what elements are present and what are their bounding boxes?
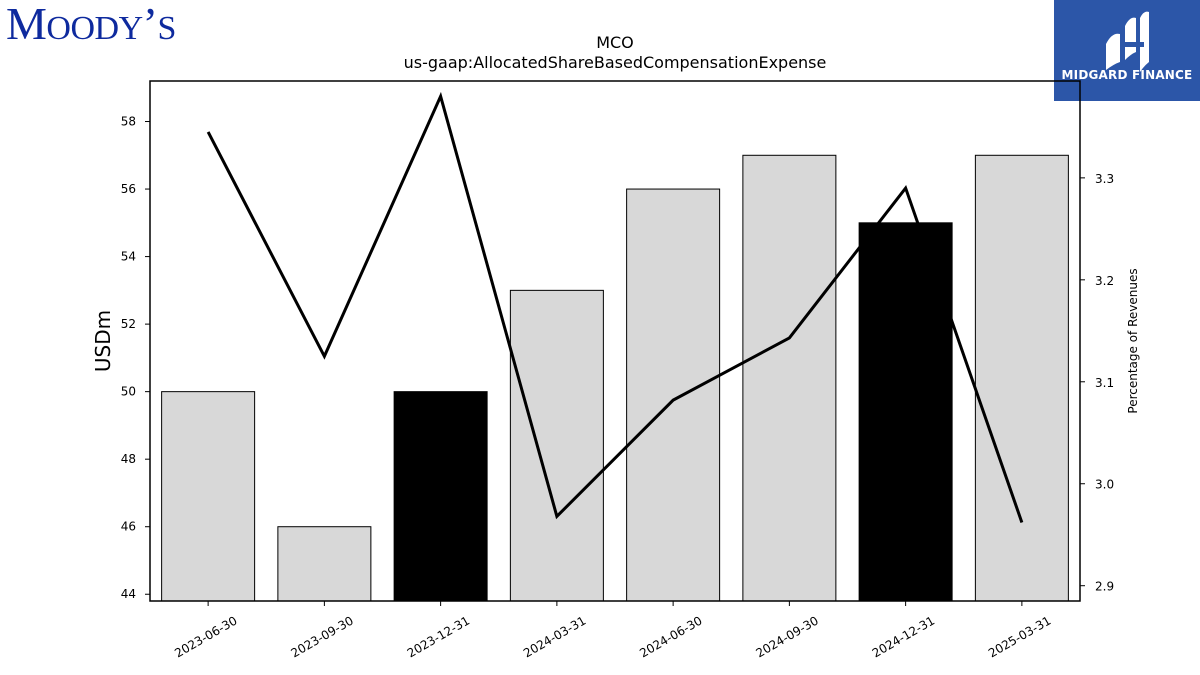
- y-tick-label: 58: [121, 115, 136, 129]
- x-axis: 2023-06-30 2023-09-30 2023-12-31 2024-03-31…: [172, 601, 1053, 660]
- x-tick-label: 2025-03-31: [986, 613, 1053, 660]
- x-tick-label: 2024-12-31: [870, 613, 937, 660]
- y-tick-label: 56: [121, 182, 136, 196]
- midgard-finance-logo: MIDGARD FINANCE: [1054, 0, 1200, 101]
- right-axis: 2.9 3.0 3.1 3.2 3.3: [1080, 172, 1114, 594]
- bar-2023-06-30: [161, 391, 256, 602]
- y-tick-label: 50: [121, 385, 136, 399]
- y-tick-label: 46: [121, 520, 136, 534]
- bars-group: [161, 154, 1069, 602]
- x-tick-label: 2023-09-30: [288, 613, 355, 660]
- bar-2023-12-31: [393, 391, 488, 602]
- bar-2025-03-31: [974, 154, 1069, 602]
- bar-2024-12-31: [858, 222, 953, 602]
- y2-tick-label: 2.9: [1095, 580, 1114, 594]
- bar-2023-09-30: [277, 526, 372, 602]
- x-tick-label: 2024-03-31: [521, 613, 588, 660]
- bar-2024-09-30: [742, 154, 837, 602]
- chart-subtitle: us-gaap:AllocatedShareBasedCompensationE…: [403, 53, 827, 72]
- y-tick-label: 54: [121, 250, 136, 264]
- y2-tick-label: 3.3: [1095, 172, 1114, 186]
- percentage-line: [206, 91, 1024, 523]
- midgard-logo-icon: [1106, 11, 1149, 73]
- x-tick-label: 2024-06-30: [637, 613, 704, 660]
- moodys-logo-apostrophe: ’: [142, 0, 158, 49]
- y2-tick-label: 3.1: [1095, 376, 1114, 390]
- moodys-logo-initial: M: [6, 0, 47, 49]
- y2-axis-label: Percentage of Revenues: [1126, 268, 1140, 413]
- bar-2024-03-31: [509, 289, 604, 602]
- x-tick-label: 2024-09-30: [753, 613, 820, 660]
- moodys-logo-end: S: [157, 10, 176, 47]
- y-tick-label: 44: [121, 587, 136, 601]
- y-tick-label: 52: [121, 317, 136, 331]
- moodys-logo-middle: OODY: [46, 10, 143, 47]
- y-tick-label: 48: [121, 452, 136, 466]
- x-tick-label: 2023-06-30: [172, 613, 239, 660]
- chart-title: MCO: [596, 33, 634, 52]
- y2-tick-label: 3.0: [1095, 478, 1114, 492]
- x-tick-label: 2023-12-31: [405, 613, 472, 660]
- line-series-group: [206, 91, 1024, 523]
- midgard-logo-text: MIDGARD FINANCE: [1061, 68, 1193, 82]
- y2-tick-label: 3.2: [1095, 274, 1114, 288]
- moodys-logo: MOODY’S: [6, 0, 176, 51]
- y-axis-label: USDm: [91, 310, 115, 372]
- plot-frame: [149, 80, 1081, 602]
- bar-2024-06-30: [626, 188, 721, 602]
- left-axis: 44 46 48 50 52 54 56 58: [121, 115, 150, 601]
